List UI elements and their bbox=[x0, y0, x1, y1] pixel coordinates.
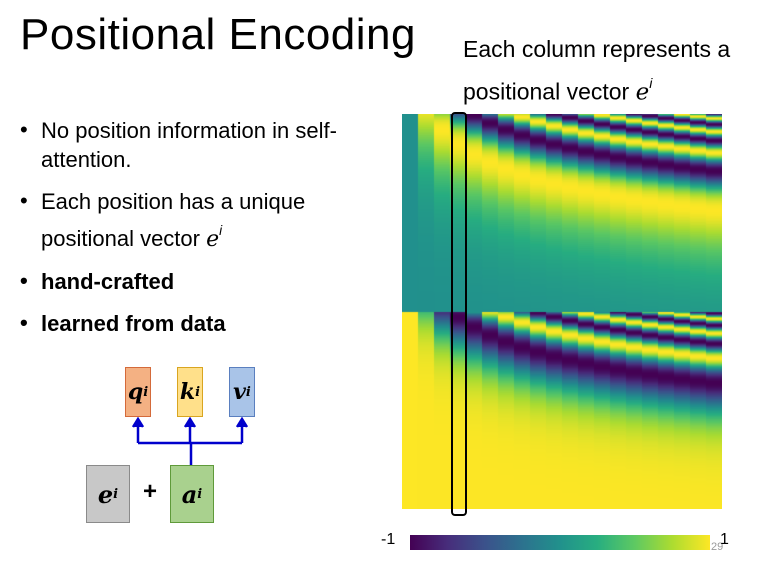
caption-line-2: positional vector ei bbox=[463, 76, 653, 106]
bullet-item: • hand-crafted bbox=[20, 267, 175, 294]
arrow-stem bbox=[138, 441, 242, 465]
caption-line-1: Each column represents a bbox=[463, 36, 731, 62]
bullet-dot: • bbox=[20, 117, 28, 142]
colorbar bbox=[410, 535, 710, 550]
positional-encoding-heatmap bbox=[402, 114, 722, 509]
bullet-var: e bbox=[206, 226, 220, 252]
bullet-sup: i bbox=[219, 223, 223, 238]
column-highlight-box bbox=[451, 112, 467, 516]
arrow-head bbox=[183, 416, 197, 428]
caption-sup: i bbox=[649, 76, 653, 92]
slide-title: Positional Encoding bbox=[20, 10, 416, 59]
bullet-item: • Each position has a unique positional ve… bbox=[20, 188, 306, 252]
bullet-dot: • bbox=[20, 267, 28, 293]
heatmap-caption: Each column represents a positional vect… bbox=[463, 32, 763, 110]
arrow-head bbox=[131, 416, 145, 428]
colorbar-max-label: 1 bbox=[720, 531, 729, 548]
page-number: 29 bbox=[711, 541, 724, 553]
bullet-dot: • bbox=[20, 188, 28, 213]
bullet-item: • learned from data bbox=[20, 309, 226, 336]
bullet-list: • No position information in self-attenti… bbox=[20, 116, 365, 351]
plus-sign: + bbox=[143, 478, 158, 505]
colorbar-min-label: -1 bbox=[381, 531, 396, 548]
caption-var: e bbox=[635, 79, 650, 106]
bullet-item: • No position information in self-attenti… bbox=[20, 117, 337, 172]
bullet-dot: • bbox=[20, 309, 28, 335]
arrow-head bbox=[235, 416, 249, 428]
